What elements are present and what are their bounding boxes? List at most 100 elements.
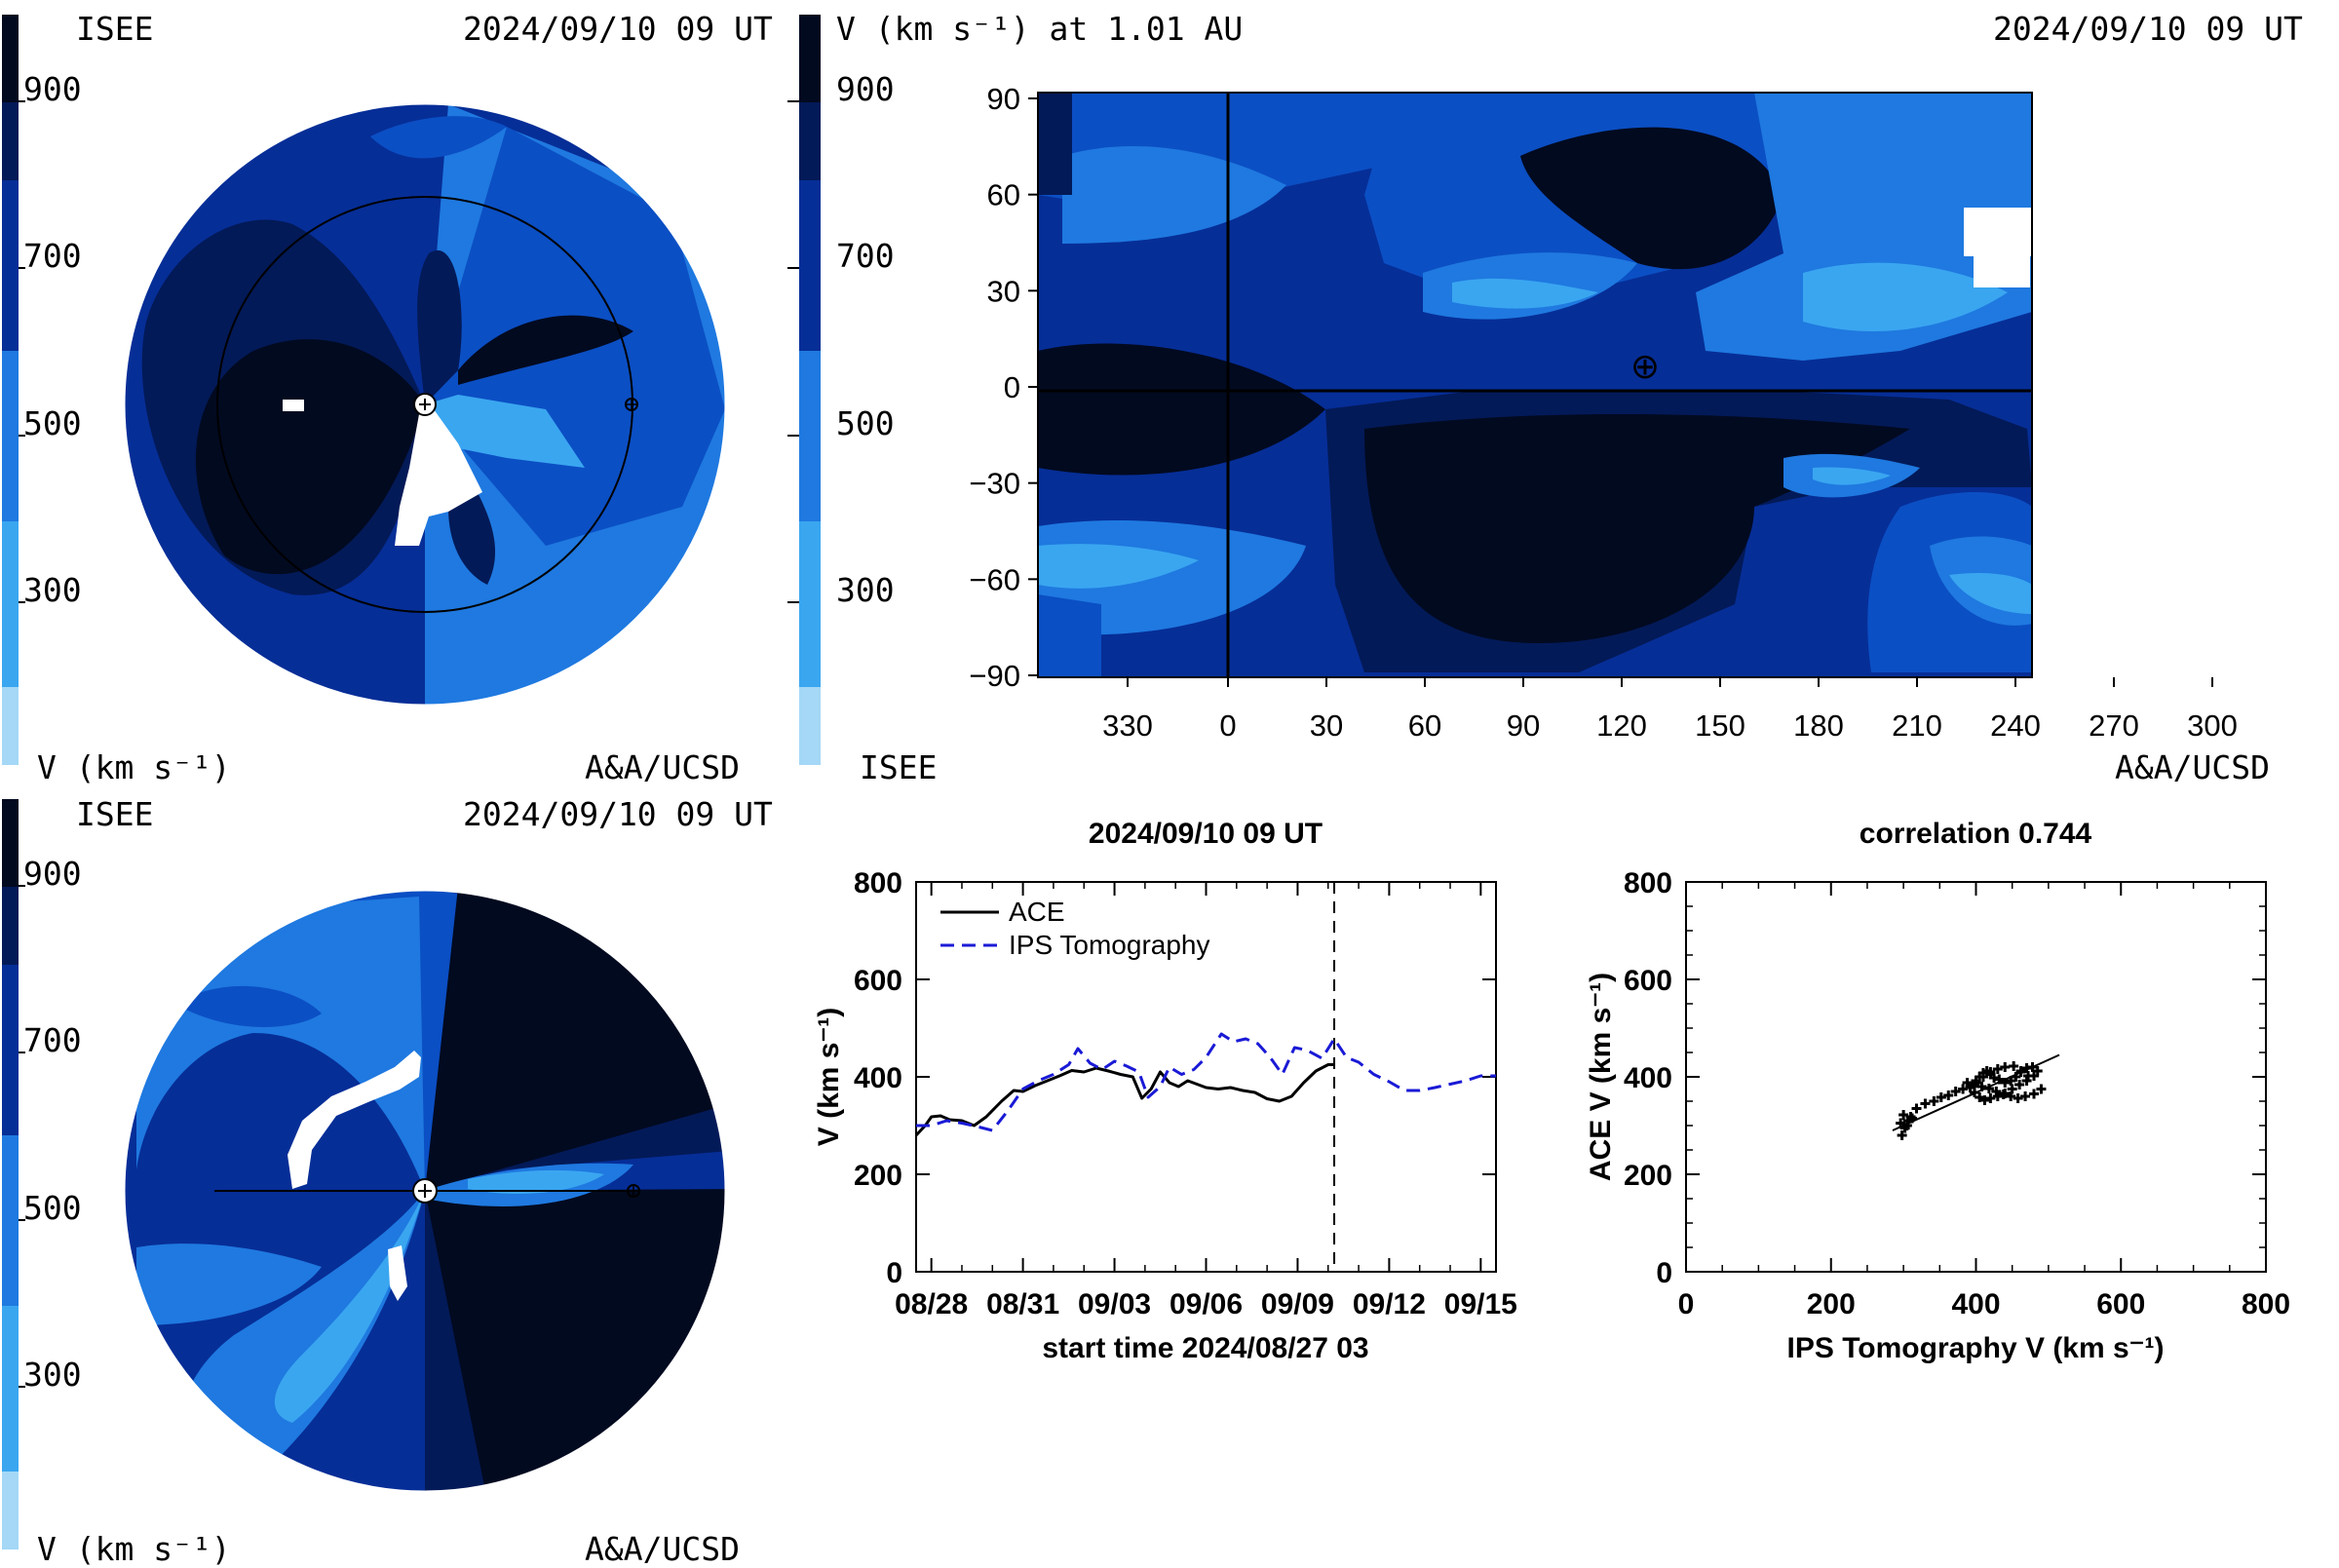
scatter-point bbox=[1901, 1121, 1912, 1130]
colorbar-tick-900: 900 bbox=[23, 70, 82, 108]
colorbar-tick-500: 500 bbox=[23, 404, 82, 442]
legend-ace-label: ACE bbox=[1009, 897, 1065, 927]
brand-label: ISEE bbox=[76, 10, 154, 48]
sc-title: correlation 0.744 bbox=[1860, 818, 2092, 850]
time-series-panel: 0 200 400 600 800 08/28 08/31 09/03 09/06 09/09 0… bbox=[780, 780, 1559, 1559]
scatter-point bbox=[2023, 1071, 2034, 1081]
sc-y-ticks: 0 200 400 600 800 bbox=[1624, 867, 2266, 1289]
scatter-point bbox=[2009, 1061, 2019, 1071]
missing-data-region bbox=[288, 1051, 421, 1301]
ts-title: 2024/09/10 09 UT bbox=[1089, 818, 1323, 850]
scatter-point bbox=[2036, 1084, 2047, 1094]
y-tick-label: 90 bbox=[987, 82, 1020, 116]
x-tick-label: 30 bbox=[1310, 708, 1343, 743]
ts-legend: ACE IPS Tomography bbox=[940, 897, 1210, 960]
scatter-point bbox=[2027, 1062, 2038, 1072]
scatter-point bbox=[1992, 1064, 2003, 1074]
colorbar-left-top bbox=[2, 15, 25, 765]
scatter-point bbox=[1943, 1090, 1954, 1100]
scatter-point bbox=[1979, 1095, 1990, 1105]
x-tick-label: 60 bbox=[1408, 708, 1441, 743]
y-tick-label: 600 bbox=[1624, 965, 1672, 997]
x-tick-label: 400 bbox=[1951, 1288, 2000, 1320]
x-tick-label: 150 bbox=[1695, 708, 1745, 743]
x-tick-label: 0 bbox=[1219, 708, 1236, 743]
x-tick-label: 09/03 bbox=[1078, 1288, 1151, 1320]
scatter-point bbox=[2011, 1072, 2021, 1082]
x-tick-label: 08/28 bbox=[895, 1288, 968, 1320]
polar-map-top-boundary bbox=[124, 103, 726, 706]
scatter-point bbox=[2029, 1089, 2039, 1099]
earth-marker-icon bbox=[625, 398, 638, 411]
brand-label: ISEE bbox=[76, 795, 154, 833]
credit-label: A&A/UCSD bbox=[2115, 748, 2270, 786]
synoptic-map-panel: 90 60 30 0 −30 −60 −90 330 0 30 60 90 120 150 180 210 2… bbox=[780, 0, 2339, 786]
colorbar-tick-900: 900 bbox=[23, 855, 82, 893]
scatter-point bbox=[1950, 1087, 1961, 1096]
synoptic-contours bbox=[1038, 93, 2032, 677]
earth-marker-icon bbox=[627, 1184, 640, 1198]
y-tick-label: 800 bbox=[1624, 867, 1672, 899]
scatter-point bbox=[1985, 1093, 1996, 1103]
scatter-point bbox=[1936, 1092, 1946, 1102]
scatter-point bbox=[1975, 1092, 1985, 1102]
x-tick-label: 09/15 bbox=[1444, 1288, 1517, 1320]
ts-plot-frame bbox=[915, 881, 1497, 1273]
scatter-point bbox=[1991, 1087, 2002, 1096]
x-tick-label: 09/12 bbox=[1353, 1288, 1426, 1320]
scatter-point bbox=[1898, 1110, 1909, 1120]
x-tick-label: 300 bbox=[2187, 708, 2238, 743]
y-tick-label: 400 bbox=[854, 1062, 902, 1094]
timestamp-label: 2024/09/10 09 UT bbox=[463, 795, 773, 833]
polar-map-bottom-panel: ISEE 2024/09/10 09 UT 900 700 500 300 V … bbox=[0, 780, 780, 1568]
synoptic-frame bbox=[1037, 92, 2033, 678]
x-tick-label: 90 bbox=[1507, 708, 1540, 743]
scatter-point bbox=[2000, 1078, 2011, 1088]
x-tick-label: 210 bbox=[1892, 708, 1942, 743]
x-tick-label: 200 bbox=[1807, 1288, 1856, 1320]
y-tick-label: 30 bbox=[987, 274, 1020, 308]
y-tick-label: 200 bbox=[1624, 1160, 1672, 1192]
y-tick-label: 0 bbox=[1656, 1257, 1672, 1289]
colorbar-title: V (km s⁻¹) at 1.01 AU bbox=[836, 10, 1244, 48]
scatter-point bbox=[1920, 1098, 1931, 1109]
x-tick-label: 330 bbox=[1102, 708, 1153, 743]
scatter-point bbox=[1976, 1082, 1987, 1091]
sc-xlabel: IPS Tomography V (km s⁻¹) bbox=[1787, 1332, 2165, 1364]
colorbar-tick-300: 300 bbox=[23, 1356, 82, 1394]
sc-x-ticks: 0 200 400 600 800 bbox=[1678, 882, 2290, 1320]
y-tick-label: 200 bbox=[854, 1160, 902, 1192]
sun-marker-icon bbox=[412, 1178, 438, 1204]
missing-data-region bbox=[283, 400, 482, 546]
colorbar-tick-500: 500 bbox=[836, 404, 895, 442]
scatter-point bbox=[2006, 1076, 2016, 1086]
scatter-point bbox=[1970, 1080, 1980, 1090]
colorbar-tick-700: 700 bbox=[23, 237, 82, 275]
colorbar-synoptic bbox=[787, 15, 821, 765]
scatter-point bbox=[1985, 1067, 1996, 1077]
y-tick-label: −60 bbox=[969, 562, 1020, 596]
sc-points bbox=[1892, 1053, 2060, 1140]
y-tick-label: 0 bbox=[1004, 370, 1020, 404]
y-tick-label: 800 bbox=[854, 867, 902, 899]
timestamp-label: 2024/09/10 09 UT bbox=[1993, 10, 2303, 48]
timestamp-label: 2024/09/10 09 UT bbox=[463, 10, 773, 48]
colorbar-left-bottom bbox=[2, 799, 25, 1549]
y-tick-label: −30 bbox=[969, 467, 1020, 501]
ts-series bbox=[914, 882, 1496, 1272]
y-tick-label: 0 bbox=[886, 1257, 902, 1289]
x-tick-label: 09/06 bbox=[1170, 1288, 1243, 1320]
scatter-point bbox=[2013, 1093, 2023, 1103]
scatter-point bbox=[1983, 1084, 1994, 1093]
scatter-point bbox=[2000, 1062, 2011, 1072]
scatter-panel: 0 200 400 600 800 0 200 400 600 800 correlation … bbox=[1559, 780, 2339, 1559]
synoptic-missing-data bbox=[1964, 208, 2032, 287]
scatter-point bbox=[1962, 1078, 1973, 1088]
x-tick-label: 09/09 bbox=[1261, 1288, 1334, 1320]
x-tick-label: 0 bbox=[1678, 1288, 1695, 1320]
polar-map-bottom-boundary bbox=[124, 890, 726, 1492]
x-tick-label: 800 bbox=[2242, 1288, 2290, 1320]
credit-label: A&A/UCSD bbox=[585, 1530, 740, 1568]
synoptic-x-ticks: 330 0 30 60 90 120 150 180 210 240 270 300 bbox=[1102, 677, 2238, 743]
